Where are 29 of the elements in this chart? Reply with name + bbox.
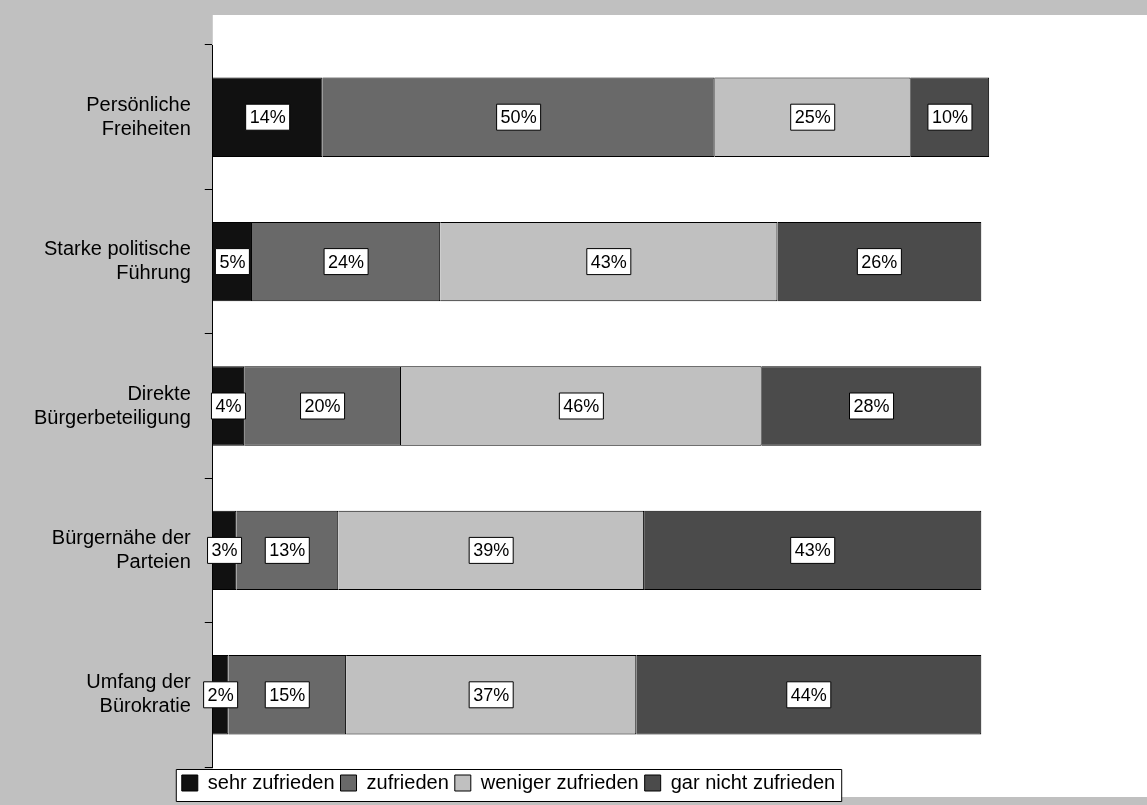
data-label: 24% [328,251,365,272]
data-label: 39% [473,540,510,561]
data-label: 4% [215,395,242,416]
legend-label: sehr zufrieden [207,770,335,793]
data-label: 44% [790,684,827,705]
data-label: 2% [207,684,234,705]
data-label: 15% [269,684,306,705]
data-label: 25% [794,107,831,128]
data-label: 3% [211,540,238,561]
y-tick-label: Umfang der Bürokratie [86,670,192,717]
data-label: 37% [473,684,510,705]
data-label: 46% [563,395,600,416]
legend-label: weniger zufrieden [479,770,639,793]
y-tick-label: Persönliche Freiheiten [86,92,191,139]
data-label: 28% [853,395,890,416]
data-label: 10% [931,107,968,128]
data-label: 26% [861,251,898,272]
data-label: 43% [794,540,831,561]
data-label: 50% [500,107,537,128]
y-tick-label: Starke politische Führung [44,237,191,284]
y-tick-label: Bürgernähe der Parteien [51,525,192,572]
data-label: 43% [590,251,627,272]
legend-label: gar nicht zufrieden [670,770,836,793]
data-label: 13% [269,540,306,561]
data-label: 20% [304,395,341,416]
data-label: 5% [219,251,246,272]
legend-label: zufrieden [366,770,449,793]
data-label: 14% [249,107,286,128]
y-tick-label: Direkte Bürgerbeteiligung [34,381,191,428]
